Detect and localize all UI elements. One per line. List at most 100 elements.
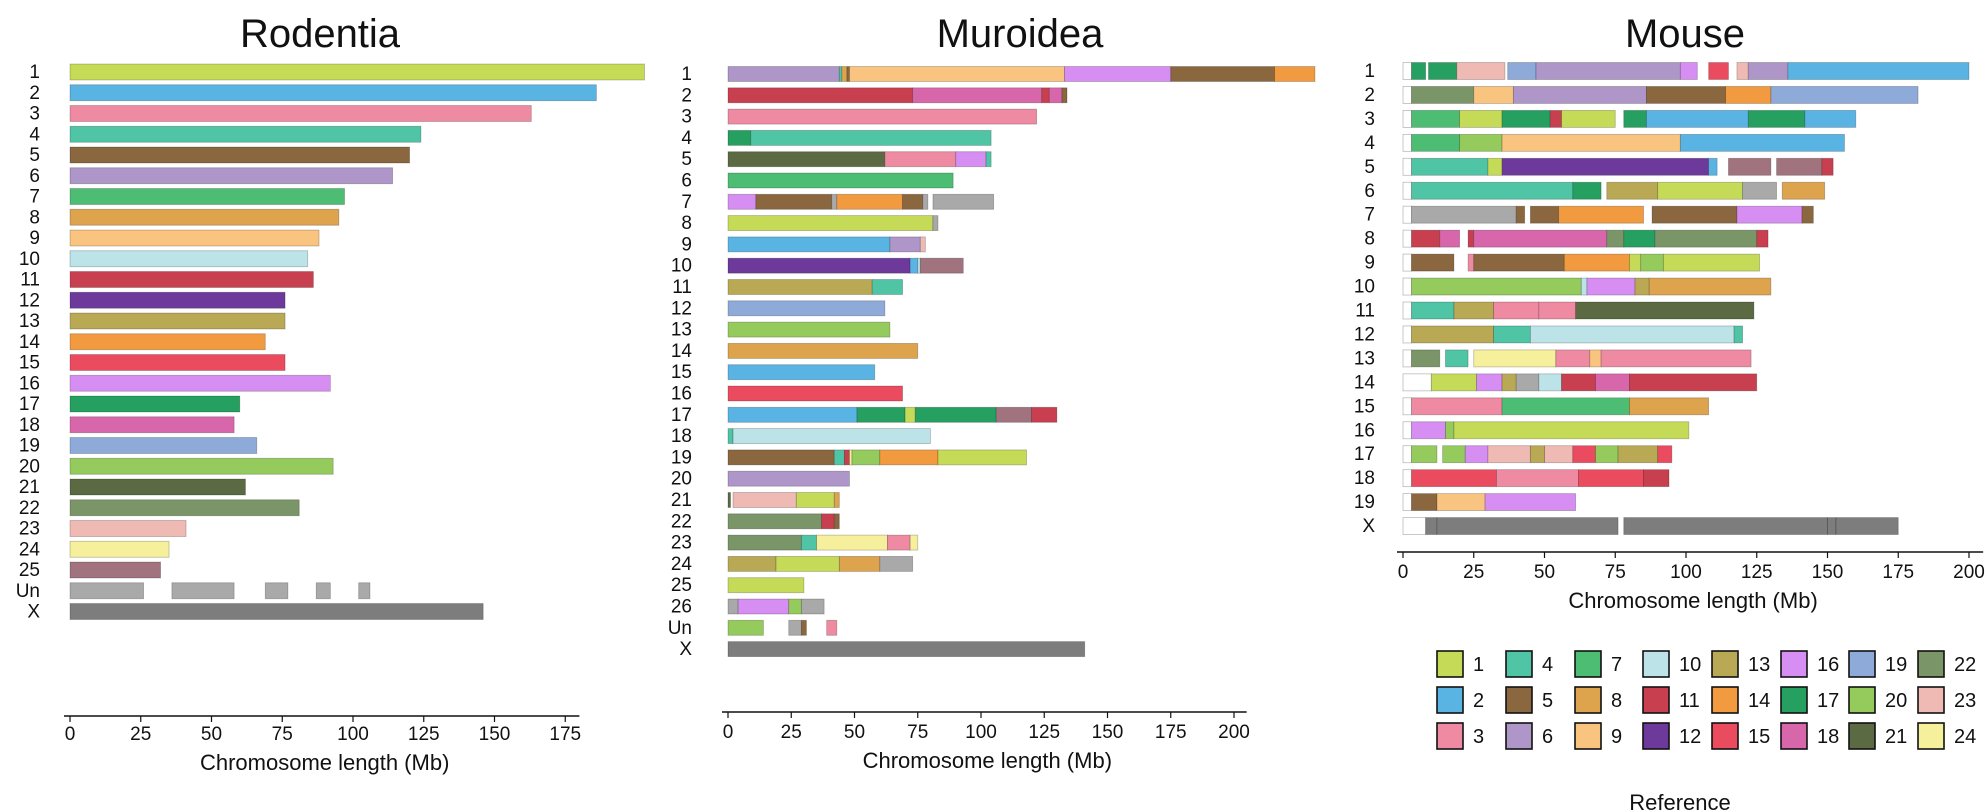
mouse-segment-bar	[1617, 445, 1659, 464]
mouse-segment-bar	[1402, 253, 1412, 272]
legend-label: 14	[1748, 690, 1770, 712]
rodentia-row-label: Un	[16, 581, 40, 602]
muroidea-segment-bar	[821, 513, 835, 530]
mouse-segment-bar	[1835, 517, 1899, 535]
muroidea-segment-bar	[732, 492, 797, 508]
rodentia-row-label: 3	[29, 104, 40, 125]
legend-label: 21	[1885, 726, 1907, 748]
mouse-segment-bar	[1648, 277, 1772, 296]
muroidea-row-label: 4	[681, 128, 692, 149]
rodentia-title: Rodentia	[239, 12, 401, 56]
mouse-segment-bar	[1467, 253, 1475, 272]
legend-swatch	[1574, 650, 1602, 678]
muroidea-segment-bar	[788, 619, 802, 636]
mouse-row-label: 14	[1354, 372, 1376, 393]
muroidea-segment-bar	[849, 66, 1065, 82]
legend-label: 6	[1542, 726, 1553, 748]
mouse-segment-bar	[1657, 445, 1673, 464]
rodentia-segment-bar	[69, 603, 484, 620]
rodentia-segment-bar	[69, 146, 411, 164]
mouse-segment-bar	[1402, 110, 1412, 128]
mouse-segment-bar	[1411, 205, 1517, 224]
mouse-segment-bar	[1402, 469, 1412, 488]
legend-swatch	[1711, 686, 1739, 714]
rodentia-segment-bar	[69, 437, 258, 454]
mouse-segment-bar	[1501, 133, 1681, 152]
muroidea-segment-bar	[833, 513, 840, 530]
rodentia-segment-bar	[69, 84, 597, 102]
mouse-segment-bar	[1411, 86, 1475, 104]
mouse-row-label: 15	[1354, 396, 1375, 417]
muroidea-row-label: 25	[671, 575, 692, 596]
muroidea-segment-bar	[727, 406, 858, 423]
mouse-segment-bar	[1572, 445, 1596, 464]
muroidea-segment-bar	[727, 236, 891, 253]
mouse-segment-bar	[1742, 181, 1777, 200]
mouse-segment-bar	[1436, 493, 1486, 512]
muroidea-segment-bar	[932, 215, 939, 232]
rodentia-x-tick-label: 150	[479, 724, 511, 745]
muroidea-row-label: X	[679, 639, 692, 660]
legend-swatch	[1780, 686, 1808, 714]
legend-swatch	[1642, 686, 1670, 714]
mouse-segment-bar	[1629, 397, 1710, 416]
muroidea-x-axis-title: Chromosome length (Mb)	[863, 748, 1112, 773]
mouse-segment-bar	[1402, 517, 1427, 535]
muroidea-segment-bar	[1064, 66, 1172, 82]
mouse-row-label: 2	[1364, 85, 1375, 106]
rodentia-segment-bar	[69, 188, 345, 205]
muroidea-segment-bar	[727, 193, 757, 210]
mouse-segment-bar	[1725, 86, 1772, 104]
muroidea-segment-bar	[902, 193, 924, 210]
mouse-segment-bar	[1402, 181, 1412, 200]
rodentia-segment-bar	[69, 333, 266, 351]
rodentia-segment-bar	[69, 582, 144, 600]
muroidea-segment-bar	[727, 364, 876, 381]
muroidea-x-tick-label: 75	[907, 722, 928, 743]
mouse-segment-bar	[1459, 133, 1503, 152]
muroidea-segment-bar	[955, 151, 987, 168]
muroidea-row-label: 8	[681, 213, 692, 234]
muroidea-segment-bar	[795, 492, 835, 508]
legend-label: 15	[1748, 726, 1770, 748]
rodentia-row-label: 10	[19, 249, 40, 270]
mouse-segment-bar	[1411, 421, 1446, 440]
rodentia-segment-bar	[315, 582, 331, 600]
mouse-segment-bar	[1801, 205, 1814, 224]
muroidea-segment-bar	[727, 556, 777, 572]
legend-swatch	[1436, 650, 1464, 678]
legend-label: 5	[1542, 690, 1553, 712]
mouse-segment-bar	[1402, 373, 1432, 392]
legend-label: 22	[1954, 654, 1976, 676]
mouse-segment-bar	[1657, 181, 1743, 200]
mouse-segment-bar	[1442, 445, 1466, 464]
rodentia-segment-bar	[69, 208, 340, 226]
legend-label: 2	[1473, 690, 1484, 712]
rodentia-segment-bar	[358, 582, 371, 600]
mouse-segment-bar	[1535, 62, 1681, 80]
muroidea-segment-bar	[727, 321, 891, 338]
legend-swatch	[1505, 650, 1533, 678]
rodentia-row-label: 21	[19, 477, 40, 498]
mouse-segment-bar	[1453, 421, 1690, 440]
rodentia-row-label: 16	[19, 373, 40, 394]
mouse-segment-bar	[1439, 229, 1461, 248]
mouse-segment-bar	[1402, 397, 1412, 416]
muroidea-segment-bar	[833, 449, 845, 466]
rodentia-segment-bar	[69, 457, 334, 475]
legend-swatch	[1917, 650, 1945, 678]
mouse-x-tick-label: 0	[1398, 562, 1409, 583]
rodentia-row-label: 17	[19, 394, 40, 415]
muroidea-segment-bar	[727, 449, 835, 466]
mouse-segment-bar	[1484, 493, 1577, 512]
mouse-segment-bar	[1411, 181, 1574, 200]
rodentia-segment-bar	[69, 416, 235, 434]
rodentia-segment-bar	[69, 520, 187, 537]
mouse-row-label: 1	[1364, 61, 1375, 82]
mouse-x-tick-label: 200	[1953, 562, 1985, 583]
muroidea-x-tick-label: 50	[844, 722, 865, 743]
mouse-segment-bar	[1515, 373, 1540, 392]
mouse-segment-bar	[1473, 86, 1514, 104]
mouse-segment-bar	[1679, 62, 1698, 80]
